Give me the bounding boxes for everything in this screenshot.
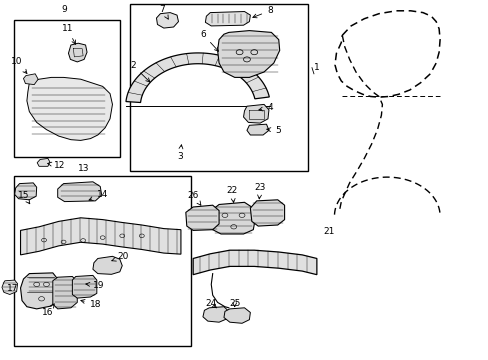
Text: 18: 18 [81,300,101,309]
Text: 19: 19 [86,281,104,289]
Polygon shape [250,200,284,226]
Polygon shape [93,256,122,274]
Polygon shape [20,218,181,255]
Polygon shape [68,43,87,62]
Text: 8: 8 [252,6,272,18]
Bar [14,176,190,346]
Text: 7: 7 [159,4,168,19]
Text: 14: 14 [89,190,108,201]
Polygon shape [15,183,37,200]
Polygon shape [193,250,316,275]
Text: 26: 26 [187,191,201,205]
Text: 9: 9 [61,4,67,13]
Text: 1: 1 [313,63,319,72]
Text: 10: 10 [11,57,27,73]
Bar [14,20,120,157]
Text: 12: 12 [47,161,65,170]
Text: 4: 4 [258,103,272,112]
Polygon shape [126,53,269,103]
Text: 22: 22 [226,186,238,202]
Text: 24: 24 [205,298,217,308]
Polygon shape [217,31,279,77]
Polygon shape [243,104,268,123]
Text: 13: 13 [78,164,90,173]
Text: 21: 21 [322,227,334,236]
Text: 20: 20 [112,252,129,261]
Polygon shape [37,158,50,166]
Polygon shape [53,276,77,309]
Polygon shape [27,77,112,140]
Text: 3: 3 [177,145,183,161]
Text: 25: 25 [228,298,240,307]
Bar [129,4,307,171]
Polygon shape [211,202,255,234]
Polygon shape [72,275,97,298]
Polygon shape [2,280,18,294]
Text: 5: 5 [266,126,280,135]
Polygon shape [23,74,38,85]
Text: 6: 6 [200,30,218,51]
Text: 17: 17 [6,284,18,293]
Text: 23: 23 [254,183,265,199]
Polygon shape [185,205,219,230]
Text: 15: 15 [18,191,30,204]
Text: 16: 16 [42,304,54,317]
Polygon shape [246,124,268,135]
Polygon shape [156,13,178,28]
Polygon shape [20,273,58,309]
Text: 11: 11 [61,24,75,44]
Polygon shape [224,308,250,323]
Polygon shape [205,12,250,26]
Polygon shape [203,307,228,322]
Text: 2: 2 [130,61,150,82]
Polygon shape [58,182,102,202]
